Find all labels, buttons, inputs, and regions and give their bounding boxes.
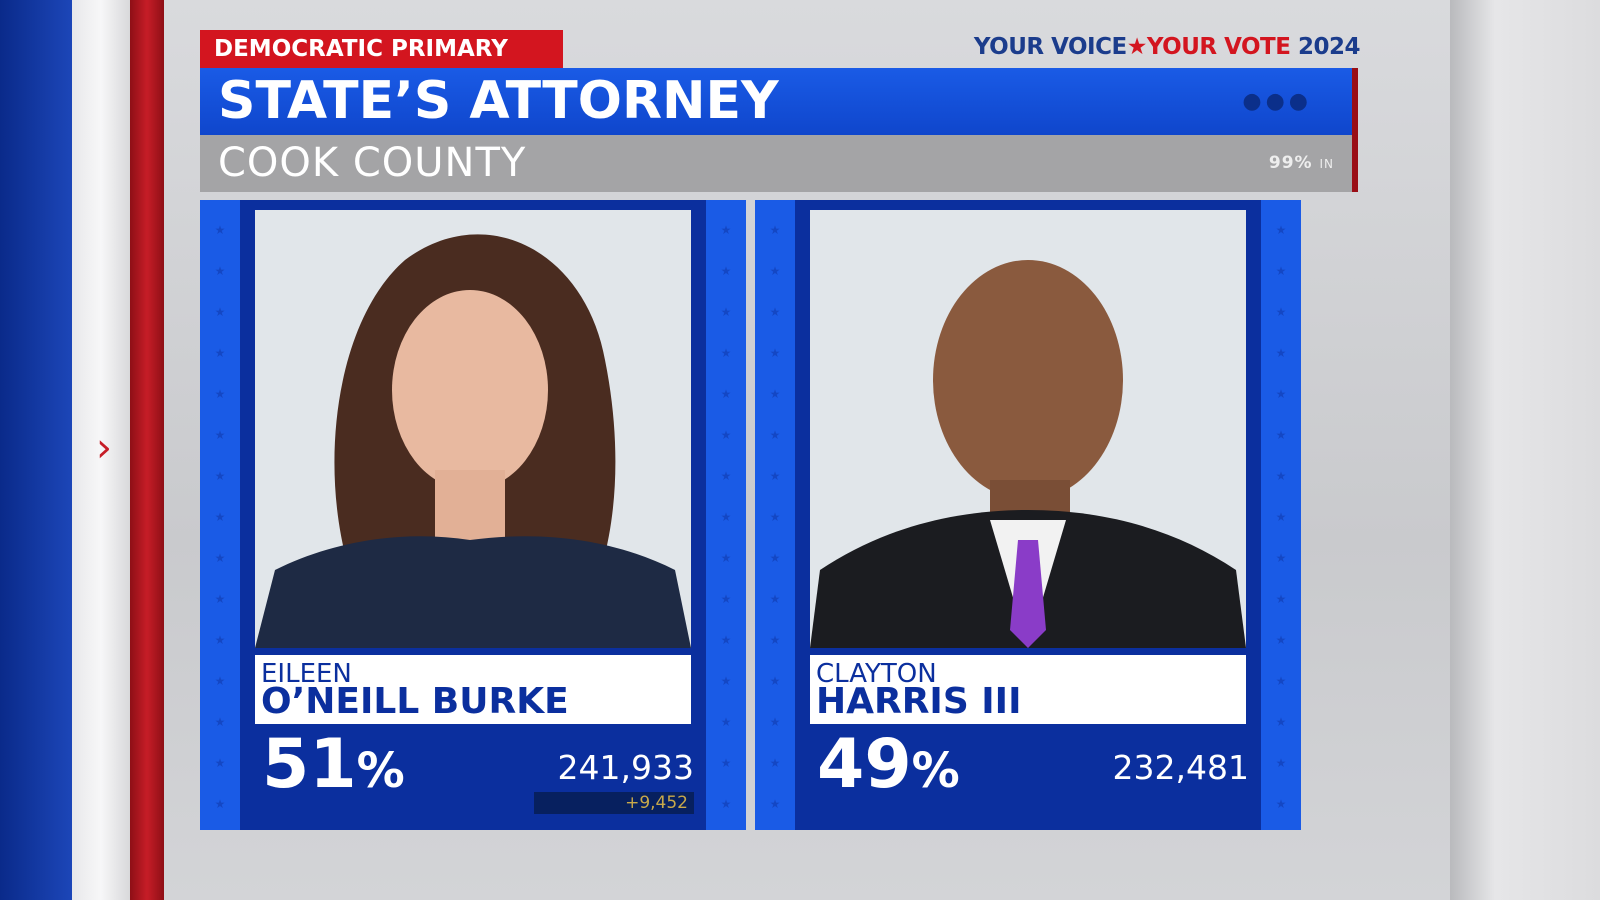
candidate-first-name: CLAYTON: [816, 659, 937, 689]
candidate-name: EILEEN O’NEILL BURKE: [255, 655, 691, 724]
vote-count: 241,933: [557, 748, 694, 787]
region-name: COOK COUNTY: [218, 140, 527, 186]
vote-count: 232,481: [1112, 748, 1249, 787]
percent-value: 49: [817, 725, 912, 804]
brand-year: 2024: [1297, 34, 1361, 60]
candidate-photo: [255, 210, 691, 648]
vote-percent: 51%: [262, 725, 405, 811]
region-bar: COOK COUNTY 99% IN: [200, 135, 1358, 192]
race-title-bar: STATE’S ATTORNEY ●●●: [200, 68, 1358, 135]
background-white-strip: [72, 0, 130, 900]
vote-percent: 49%: [817, 725, 960, 811]
candidate-last-name: HARRIS III: [816, 681, 1022, 722]
race-type-tag: DEMOCRATIC PRIMARY: [200, 30, 563, 68]
background-blue-strip: [0, 0, 72, 900]
vote-lead: +9,452: [534, 792, 694, 814]
brand-logo: YOUR VOICE★YOUR VOTE 2024: [973, 34, 1361, 60]
chevron-right-icon: ›: [96, 425, 112, 471]
reporting-suffix: IN: [1319, 157, 1334, 171]
candidate-card: ★ ★ ★ ★ ★ ★ ★ ★ ★ ★ ★ ★ ★ ★ ★ ★ ★ ★ ★ ★ ★ ★ ★ ★ ★ ★ ★ ★ ★ ★ EILEEN O…: [200, 200, 746, 830]
brand-part1: YOUR VOICE: [973, 34, 1127, 60]
reporting-percent: 99%: [1268, 153, 1313, 173]
candidate-name: CLAYTON HARRIS III: [810, 655, 1246, 724]
candidate-card: ★ ★ ★ ★ ★ ★ ★ ★ ★ ★ ★ ★ ★ ★ ★ ★ ★ ★ ★ ★ ★ ★ ★ ★ ★ ★ ★ ★ ★ ★ CLAYTON …: [755, 200, 1301, 830]
stars-decoration: ★ ★ ★ ★ ★ ★ ★ ★ ★ ★ ★ ★ ★ ★ ★: [720, 223, 732, 811]
stars-decoration: ★ ★ ★ ★ ★ ★ ★ ★ ★ ★ ★ ★ ★ ★ ★: [214, 223, 226, 811]
percent-sign: %: [356, 743, 405, 799]
background-right: [1450, 0, 1600, 900]
reporting-status: 99% IN: [1269, 135, 1334, 193]
brand-part2: YOUR VOTE: [1146, 34, 1291, 60]
background-red-strip: [130, 0, 164, 900]
stars-decoration: ★ ★ ★ ★ ★ ★ ★ ★ ★ ★ ★ ★ ★ ★ ★: [1275, 223, 1287, 811]
candidate-photo: [810, 210, 1246, 648]
candidate-first-name: EILEEN: [261, 659, 352, 689]
stars-decoration: ★ ★ ★ ★ ★ ★ ★ ★ ★ ★ ★ ★ ★ ★ ★: [769, 223, 781, 811]
percent-value: 51: [262, 725, 357, 804]
percent-sign: %: [911, 743, 960, 799]
star-icon: ★: [1126, 34, 1148, 60]
candidate-last-name: O’NEILL BURKE: [261, 681, 569, 722]
more-dots-icon: ●●●: [1242, 89, 1312, 114]
race-title: STATE’S ATTORNEY: [218, 71, 779, 131]
